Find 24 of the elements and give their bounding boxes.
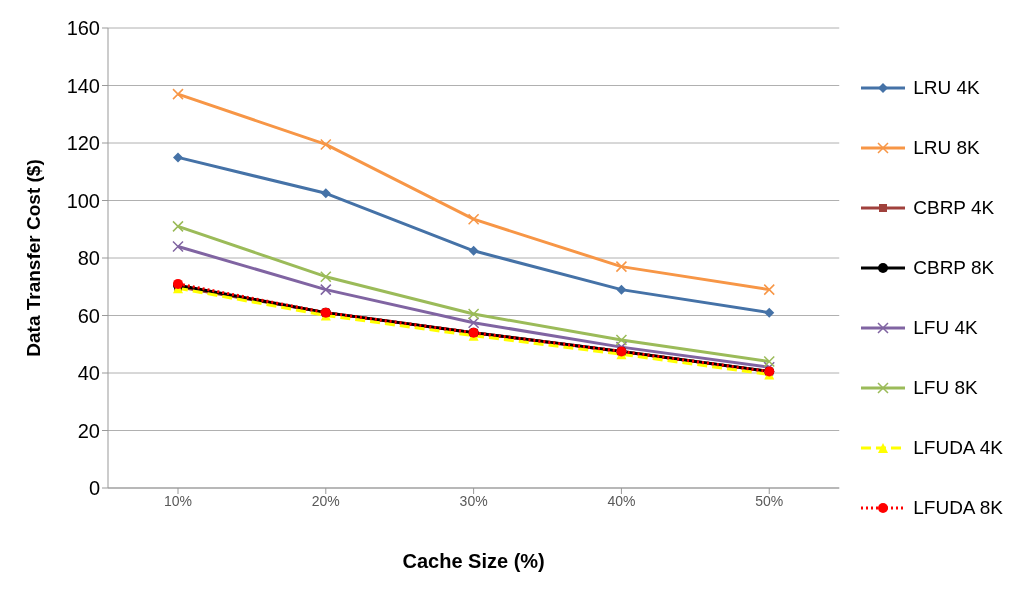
- y-tick-label: 20: [77, 419, 100, 442]
- y-tick-label: 60: [77, 304, 100, 327]
- y-axis-title: Data Transfer Cost ($): [22, 159, 44, 357]
- x-axis-title: Cache Size (%): [402, 550, 545, 572]
- x-tick-label: 20%: [311, 492, 340, 509]
- legend-label: LFU 8K: [913, 377, 978, 399]
- y-tick-label: 0: [88, 477, 100, 500]
- y-tick-label: 80: [77, 247, 100, 270]
- x-tick-label: 50%: [755, 492, 784, 509]
- y-tick-label: 120: [66, 132, 100, 155]
- legend-label: CBRP 4K: [913, 197, 995, 219]
- legend-label: LRU 8K: [913, 137, 980, 159]
- y-tick-label: 100: [66, 189, 100, 212]
- y-tick-label: 40: [77, 362, 100, 385]
- legend-label: LFUDA 4K: [913, 437, 1003, 459]
- legend-label: LFUDA 8K: [913, 497, 1003, 519]
- legend-label: LRU 4K: [913, 77, 980, 99]
- legend-label: CBRP 8K: [913, 257, 995, 279]
- x-tick-label: 30%: [459, 492, 488, 509]
- x-tick-label: 10%: [163, 492, 193, 509]
- y-tick-label: 140: [66, 74, 100, 97]
- x-tick-label: 40%: [607, 492, 636, 509]
- legend-label: LFU 4K: [913, 317, 978, 339]
- y-tick-label: 160: [66, 17, 100, 40]
